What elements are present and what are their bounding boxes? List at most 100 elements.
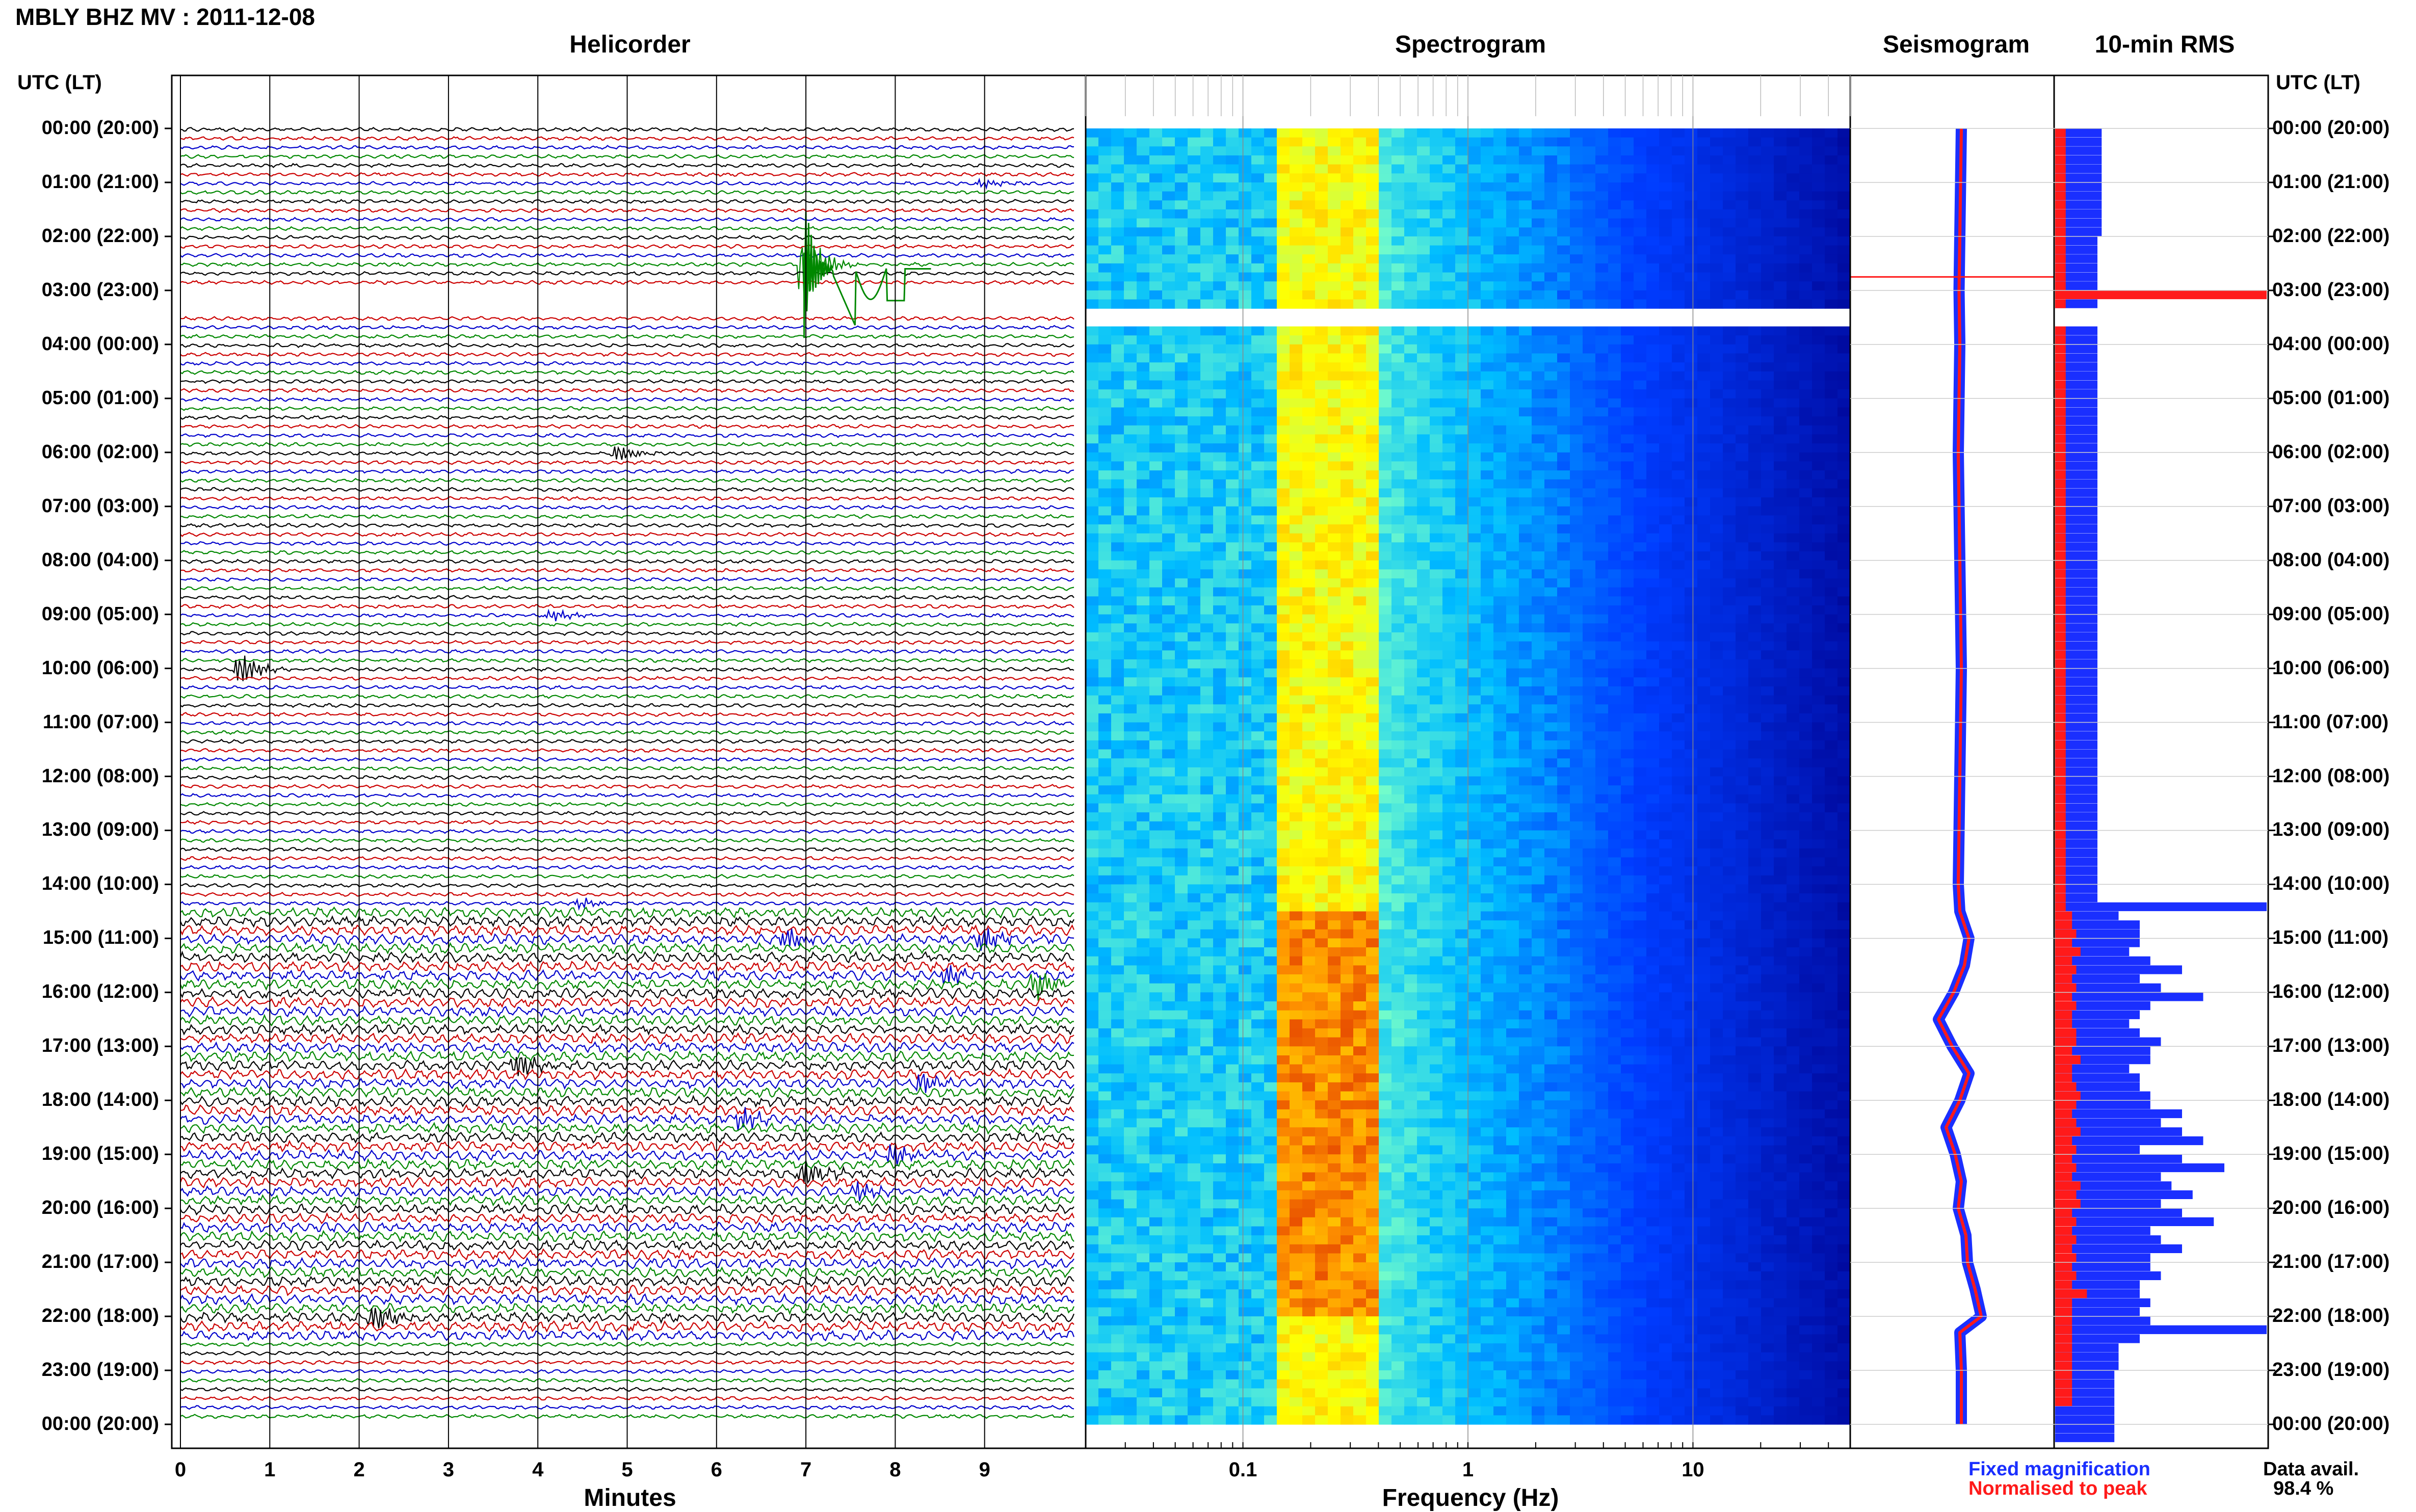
spectrogram-cell <box>1404 281 1417 291</box>
spectrogram-cell <box>1162 200 1175 210</box>
spectrogram-cell <box>1748 263 1762 273</box>
spectrogram-cell <box>1481 560 1494 570</box>
spectrogram-cell <box>1404 254 1417 264</box>
spectrogram-cell <box>1404 380 1417 390</box>
spectrogram-cell <box>1366 497 1379 507</box>
spectrogram-cell <box>1239 605 1252 615</box>
spectrogram-cell <box>1200 614 1214 624</box>
spectrogram-cell <box>1353 821 1367 831</box>
spectrogram-cell <box>1315 299 1328 309</box>
spectrogram-cell <box>1162 209 1175 219</box>
spectrogram-cell <box>1595 380 1609 390</box>
spectrogram-cell <box>1774 803 1787 813</box>
spectrogram-cell <box>1761 389 1774 399</box>
spectrogram-cell <box>1086 380 1099 390</box>
spectrogram-cell <box>1544 290 1558 300</box>
spectrogram-cell <box>1162 389 1175 399</box>
spectrogram-cell <box>1290 236 1303 246</box>
spectrogram-cell <box>1137 767 1150 777</box>
spectrogram-cell <box>1175 254 1188 264</box>
spectrogram-cell <box>1379 794 1392 804</box>
spectrogram-cell <box>1506 542 1519 552</box>
spectrogram-cell <box>1799 569 1813 579</box>
spectrogram-cell <box>1685 677 1698 687</box>
spectrogram-cell <box>1557 542 1570 552</box>
spectrogram-cell <box>1685 749 1698 759</box>
spectrogram-cell <box>1277 272 1290 282</box>
spectrogram-cell <box>1391 812 1405 822</box>
spectrogram-cell <box>1417 443 1430 453</box>
spectrogram-cell <box>1506 362 1519 372</box>
spectrogram-cell <box>1506 695 1519 705</box>
spectrogram-cell <box>1290 326 1303 336</box>
spectrogram-cell <box>1659 470 1672 480</box>
spectrogram-cell <box>1328 623 1341 633</box>
spectrogram-cell <box>1532 623 1545 633</box>
spectrogram-cell <box>1213 659 1226 669</box>
spectrogram-cell <box>1481 398 1494 408</box>
spectrogram-cell <box>1341 416 1354 426</box>
spectrogram-cell <box>1277 623 1290 633</box>
spectrogram-cell <box>1493 443 1507 453</box>
spectrogram-cell <box>1608 749 1621 759</box>
spectrogram-cell <box>1455 407 1468 417</box>
spectrogram-cell <box>1086 587 1099 597</box>
spectrogram-cell <box>1761 641 1774 651</box>
spectrogram-cell <box>1646 434 1660 444</box>
spectrogram-cell <box>1685 533 1698 543</box>
spectrogram-cell <box>1659 776 1672 786</box>
spectrogram-cell <box>1710 164 1723 174</box>
spectrogram-cell <box>1532 209 1545 219</box>
spectrogram-cell <box>1659 407 1672 417</box>
spectrogram-cell <box>1264 749 1277 759</box>
spectrogram-cell <box>1328 677 1341 687</box>
spectrogram-cell <box>1659 830 1672 840</box>
spectrogram-cell <box>1353 641 1367 651</box>
spectrogram-cell <box>1774 488 1787 498</box>
spectrogram-cell <box>1162 623 1175 633</box>
spectrogram-cell <box>1098 506 1112 516</box>
spectrogram-cell <box>1774 821 1787 831</box>
spectrogram-cell <box>1532 704 1545 714</box>
spectrogram-cell <box>1493 821 1507 831</box>
spectrogram-cell <box>1137 515 1150 525</box>
spectrogram-cell <box>1149 281 1163 291</box>
spectrogram-cell <box>1468 191 1481 201</box>
spectrogram-cell <box>1532 443 1545 453</box>
spectrogram-cell <box>1149 722 1163 732</box>
spectrogram-cell <box>1149 488 1163 498</box>
spectrogram-cell <box>1391 389 1405 399</box>
spectrogram-cell <box>1302 686 1316 696</box>
spectrogram-cell <box>1366 398 1379 408</box>
spectrogram-cell <box>1787 794 1800 804</box>
spectrogram-cell <box>1124 605 1137 615</box>
spectrogram-cell <box>1532 803 1545 813</box>
spectrogram-cell <box>1162 227 1175 237</box>
spectrogram-cell <box>1328 227 1341 237</box>
spectrogram-cell <box>1302 551 1316 561</box>
spectrogram-cell <box>1328 461 1341 471</box>
spectrogram-cell <box>1404 722 1417 732</box>
spectrogram-cell <box>1787 452 1800 462</box>
spectrogram-cell <box>1825 344 1838 354</box>
spectrogram-cell <box>1366 524 1379 534</box>
spectrogram-cell <box>1723 182 1736 192</box>
spectrogram-cell <box>1391 398 1405 408</box>
spectrogram-cell <box>1379 200 1392 210</box>
spectrogram-cell <box>1302 254 1316 264</box>
spectrogram-cell <box>1812 272 1825 282</box>
spectrogram-cell <box>1468 254 1481 264</box>
spectrogram-cell <box>1137 533 1150 543</box>
spectrogram-cell <box>1341 452 1354 462</box>
spectrogram-cell <box>1519 623 1532 633</box>
spectrogram-cell <box>1239 164 1252 174</box>
spectrogram-cell <box>1519 362 1532 372</box>
spectrogram-cell <box>1098 650 1112 660</box>
spectrogram-cell <box>1251 416 1265 426</box>
spectrogram-cell <box>1366 641 1379 651</box>
spectrogram-cell <box>1213 551 1226 561</box>
spectrogram-cell <box>1188 596 1201 606</box>
spectrogram-cell <box>1379 596 1392 606</box>
spectrogram-cell <box>1341 281 1354 291</box>
spectrogram-cell <box>1544 281 1558 291</box>
